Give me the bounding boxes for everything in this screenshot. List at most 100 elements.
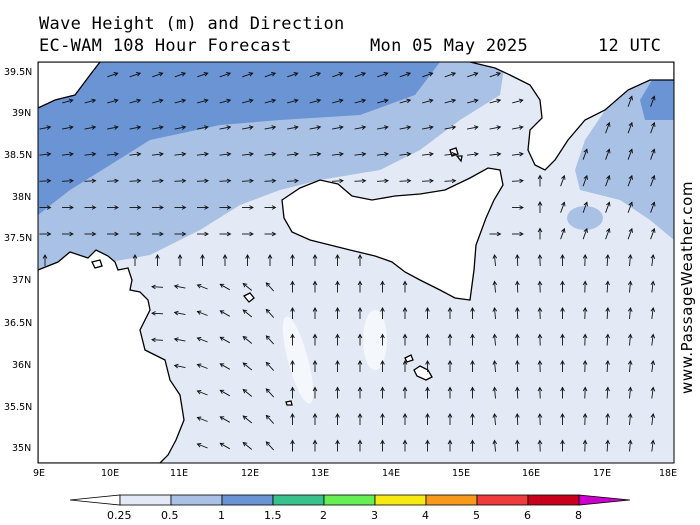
direction-arrow-head — [265, 414, 271, 420]
direction-arrow-head — [335, 413, 340, 418]
legend-arrow-left — [69, 494, 121, 506]
direction-arrow-head — [226, 231, 232, 237]
direction-arrow — [264, 180, 276, 182]
direction-arrow-head — [606, 201, 611, 207]
direction-arrow-head — [173, 363, 179, 369]
direction-arrow — [242, 415, 253, 424]
direction-arrow-head — [181, 178, 187, 184]
sea-mid-wave-patch — [567, 206, 603, 230]
direction-arrow-head — [335, 439, 340, 445]
direction-arrow-head — [402, 307, 408, 312]
direction-arrow-head — [406, 98, 412, 104]
sardinia — [38, 62, 101, 109]
direction-arrow — [62, 99, 73, 104]
direction-arrow — [197, 126, 208, 130]
direction-arrow — [582, 149, 588, 160]
direction-arrow — [629, 413, 631, 426]
direction-arrow — [606, 440, 609, 452]
direction-arrow — [650, 96, 655, 107]
direction-arrow-head — [451, 151, 457, 157]
direction-arrow — [39, 180, 51, 182]
direction-arrow-head — [159, 205, 164, 210]
direction-arrow-head — [582, 413, 588, 418]
direction-arrow — [219, 363, 231, 370]
direction-arrow — [61, 153, 74, 156]
direction-arrow — [399, 126, 411, 130]
direction-arrow — [219, 126, 231, 130]
direction-arrow-head — [204, 178, 209, 184]
direction-arrow-head — [605, 386, 610, 392]
direction-arrow-head — [651, 95, 656, 101]
direction-arrow-head — [380, 360, 385, 365]
direction-arrow-head — [219, 363, 225, 368]
direction-arrow-head — [470, 360, 475, 365]
direction-arrow — [309, 153, 321, 156]
direction-arrow — [196, 153, 209, 156]
direction-arrow-head — [290, 386, 295, 392]
direction-arrow-head — [271, 98, 277, 104]
direction-arrow-head — [249, 205, 254, 210]
direction-arrow-head — [293, 125, 299, 130]
direction-arrow — [265, 415, 275, 424]
direction-arrow — [174, 72, 186, 78]
direction-arrow-head — [312, 333, 318, 339]
direction-arrow — [39, 153, 51, 156]
direction-arrow-head — [226, 205, 232, 210]
direction-arrow-head — [561, 174, 566, 180]
direction-arrow-head — [242, 415, 248, 420]
direction-arrow-head — [492, 254, 498, 259]
y-tick-label: 36N — [12, 360, 31, 371]
direction-arrow-head — [113, 72, 119, 77]
direction-arrow-head — [69, 205, 74, 210]
direction-arrow — [265, 388, 275, 398]
direction-arrow — [650, 202, 655, 213]
direction-arrow-head — [606, 227, 611, 233]
direction-arrow-head — [519, 151, 524, 157]
direction-arrow-head — [357, 413, 363, 418]
chart-title: Wave Height (m) and Direction — [39, 14, 345, 34]
direction-arrow-head — [560, 280, 565, 286]
direction-arrow-head — [113, 98, 119, 104]
direction-arrow-head — [627, 360, 633, 365]
direction-arrow-head — [219, 389, 225, 394]
y-tick-label: 36.5N — [4, 318, 32, 329]
direction-arrow — [444, 72, 456, 78]
direction-arrow-head — [651, 121, 656, 127]
direction-arrow-head — [267, 254, 273, 259]
direction-arrow — [264, 72, 276, 78]
direction-arrow-head — [196, 337, 202, 342]
direction-arrow-head — [265, 388, 271, 393]
direction-arrow — [651, 254, 654, 267]
direction-arrow-head — [628, 174, 633, 180]
direction-arrow-head — [290, 280, 295, 286]
direction-arrow-head — [91, 151, 97, 157]
tunisia — [38, 249, 185, 463]
direction-arrow-head — [582, 254, 588, 259]
direction-arrow-head — [492, 307, 498, 312]
direction-arrow-head — [605, 333, 610, 339]
direction-arrow-head — [515, 280, 520, 286]
direction-arrow — [242, 126, 253, 130]
direction-arrow-head — [335, 386, 340, 392]
direction-arrow — [606, 413, 609, 426]
direction-arrow-head — [650, 439, 656, 445]
direction-arrow-head — [335, 360, 340, 365]
direction-arrow-head — [316, 72, 322, 77]
direction-arrow-head — [383, 125, 389, 130]
direction-arrow-head — [651, 174, 656, 180]
direction-arrow — [287, 72, 298, 78]
direction-arrow-head — [69, 231, 74, 237]
direction-arrow-head — [151, 311, 156, 316]
direction-arrow — [197, 364, 208, 369]
direction-arrow-head — [605, 439, 610, 445]
gozo — [404, 354, 414, 363]
legend-swatch — [170, 494, 223, 506]
direction-arrow — [197, 72, 208, 78]
direction-arrow-head — [335, 333, 340, 339]
direction-arrow-head — [226, 178, 232, 184]
wave-direction-arrows — [39, 72, 656, 452]
direction-arrow-head — [650, 307, 656, 312]
direction-arrow — [651, 281, 654, 293]
direction-arrow-head — [339, 151, 344, 157]
direction-arrow — [494, 440, 496, 452]
